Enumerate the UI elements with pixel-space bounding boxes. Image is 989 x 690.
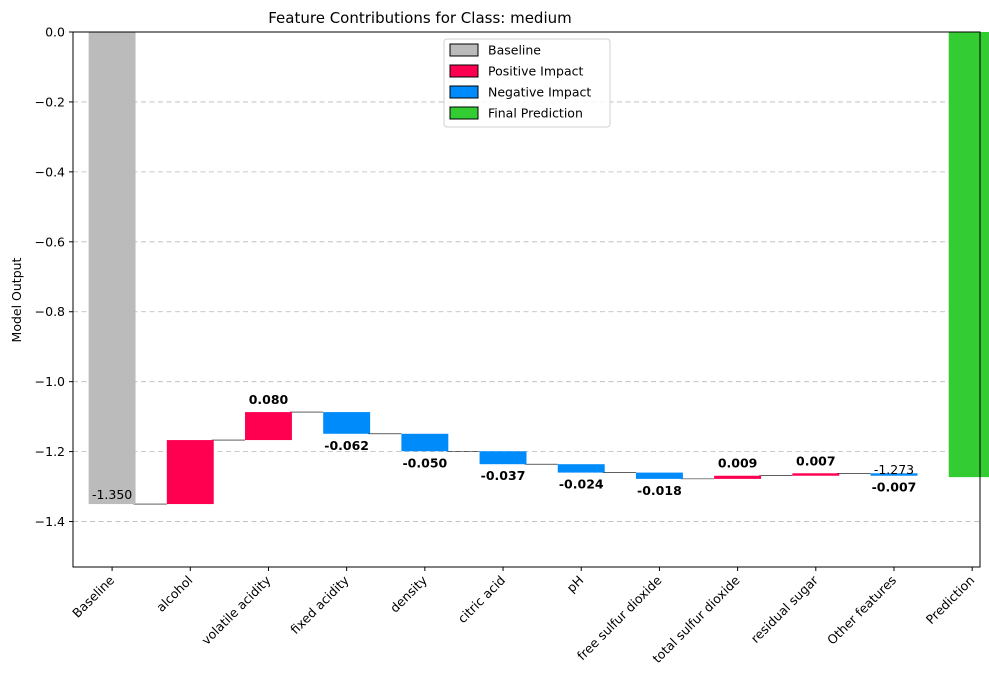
x-tick-label: Baseline [69,572,117,620]
contribution-label: 0.007 [796,453,836,468]
connector-lines [133,411,871,505]
y-tick-label: 0.0 [45,25,65,40]
y-tick-label: −1.2 [35,444,65,459]
bar-citric-acid [479,451,527,465]
bar-ph [557,464,605,473]
contribution-label: 0.080 [249,392,289,407]
bar-residual-sugar [792,473,840,476]
legend-entry: Positive Impact [488,64,583,79]
bar-prediction [948,32,989,478]
y-axis: 0.0 −0.2 −0.4 −0.6 −0.8 −1.0 −1.2 −1.4 [35,25,73,529]
legend-frame [443,38,611,128]
bar-fixed-acidity [323,412,371,434]
legend-entry: Final Prediction [488,106,583,121]
bars [88,32,989,505]
y-tick-label: −0.2 [35,94,65,109]
bar-baseline [88,32,136,505]
y-tick-label: −0.8 [35,304,65,319]
bar-free-sulfur-dioxide [635,472,683,479]
x-axis: Baseline alcohol volatile acidity fixed aci… [69,567,977,666]
x-tick-label: total sulfur dioxide [649,572,743,666]
x-tick-label: free sulfur dioxide [574,572,665,663]
y-tick-label: −1.0 [35,374,65,389]
bar-volatile-acidity [245,412,292,441]
legend-swatch [449,85,479,99]
legend-entry: Negative Impact [488,85,591,100]
prediction-value-label: -1.273 [874,462,914,477]
bar-labels: -1.350 0.080 -0.062 -0.050 -0.037 -0.024 -0.01… [92,392,916,502]
x-tick-label: Other features [824,573,899,648]
bar-density [401,433,449,452]
baseline-value-label: -1.350 [92,487,132,502]
legend-swatch [449,43,479,57]
x-tick-label: density [387,572,430,615]
x-tick-label: volatile acidity [198,572,274,648]
x-tick-label: citric acid [455,573,508,626]
legend-entry: Baseline [488,43,541,58]
legend: Baseline Positive Impact Negative Impact Fi… [443,38,611,128]
chart-title: Feature Contributions for Class: medium [268,9,572,27]
x-tick-label: residual sugar [748,572,822,646]
contribution-label: -0.018 [637,483,682,498]
x-tick-label: alcohol [153,573,195,615]
contribution-label: -0.062 [324,438,369,453]
bar-other-features [870,473,918,476]
y-tick-label: −0.6 [35,234,65,249]
y-axis-label: Model Output [9,257,24,342]
bar-total-sulfur-dioxide [714,475,762,479]
legend-swatch [449,106,479,120]
contribution-label: 0.009 [718,456,758,471]
contribution-label: -0.050 [402,455,447,470]
y-tick-label: −1.4 [35,514,65,529]
contribution-label: -0.037 [481,468,526,483]
contribution-label: -0.024 [559,477,604,492]
plot-frame [72,31,981,568]
y-tick-label: −0.4 [35,164,65,179]
x-tick-label: pH [563,573,586,596]
x-tick-label: Prediction [923,573,978,628]
contribution-label: -0.007 [872,480,917,495]
x-tick-label: fixed acidity [287,572,352,637]
legend-swatch [449,64,479,78]
bar-alcohol [166,440,214,505]
